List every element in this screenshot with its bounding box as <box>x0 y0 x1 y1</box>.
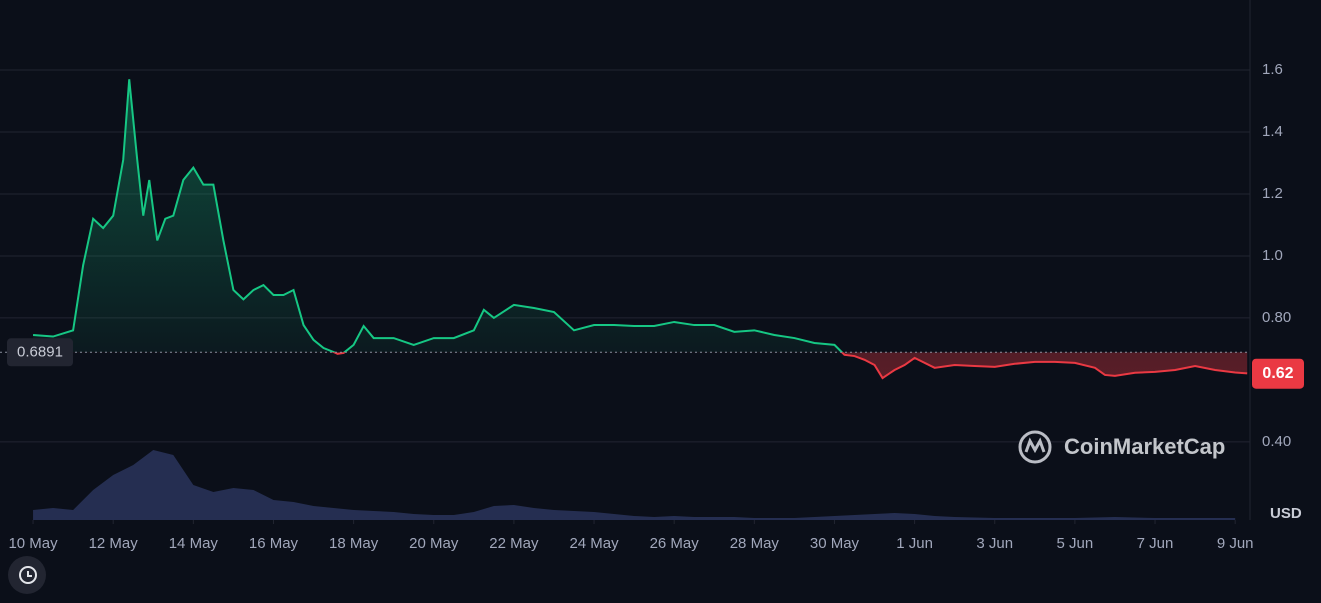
y-tick-label: 1.4 <box>1262 123 1283 140</box>
y-unit: USD <box>1270 505 1302 522</box>
x-tick-label: 22 May <box>489 535 539 552</box>
x-tick-label: 18 May <box>329 535 379 552</box>
volume-area <box>33 450 1236 520</box>
x-tick-label: 26 May <box>650 535 700 552</box>
x-tick-label: 9 Jun <box>1217 535 1254 552</box>
price-line-up <box>32 79 844 353</box>
current-price-label: 0.62 <box>1262 365 1293 382</box>
x-tick-label: 30 May <box>810 535 860 552</box>
x-tick-label: 16 May <box>249 535 299 552</box>
logo <box>1018 430 1052 464</box>
y-tick-label: 1.2 <box>1262 185 1283 202</box>
plot: 0.40 0.80 1.0 1.2 1.4 1.6 10 May 12 May 14 May 16… <box>0 61 1304 552</box>
button-icon-hand[interactable] <box>27 571 32 577</box>
history-button[interactable] <box>8 556 46 594</box>
x-tick-label: 20 May <box>409 535 459 552</box>
x-tick-label: 3 Jun <box>976 535 1013 552</box>
x-tick-label: 5 Jun <box>1057 535 1094 552</box>
watermark: CoinMarketCap <box>1018 430 1225 464</box>
x-tick-label: 12 May <box>89 535 139 552</box>
y-tick-label: 0.40 <box>1262 433 1291 450</box>
watermark-text: CoinMarketCap <box>1064 434 1225 459</box>
x-tick-label: 10 May <box>8 535 58 552</box>
current-price-bg <box>1252 358 1304 389</box>
x-tick-label: 28 May <box>730 535 780 552</box>
logo-mark <box>1024 437 1046 454</box>
y-tick-label: 0.80 <box>1262 309 1291 326</box>
area-up <box>33 79 1248 353</box>
price-line-down <box>331 352 1248 380</box>
x-tick-label: 24 May <box>569 535 619 552</box>
y-tick-label: 1.6 <box>1262 61 1283 78</box>
y-tick-label: 1.0 <box>1262 247 1283 264</box>
x-tick-label: 1 Jun <box>896 535 933 552</box>
baseline-label: 0.6891 <box>17 343 63 360</box>
x-tick-label: 7 Jun <box>1137 535 1174 552</box>
x-tick-label: 14 May <box>169 535 219 552</box>
area-down <box>334 352 1248 379</box>
button-icon[interactable] <box>19 566 37 584</box>
baseline-label-bg <box>7 338 73 367</box>
